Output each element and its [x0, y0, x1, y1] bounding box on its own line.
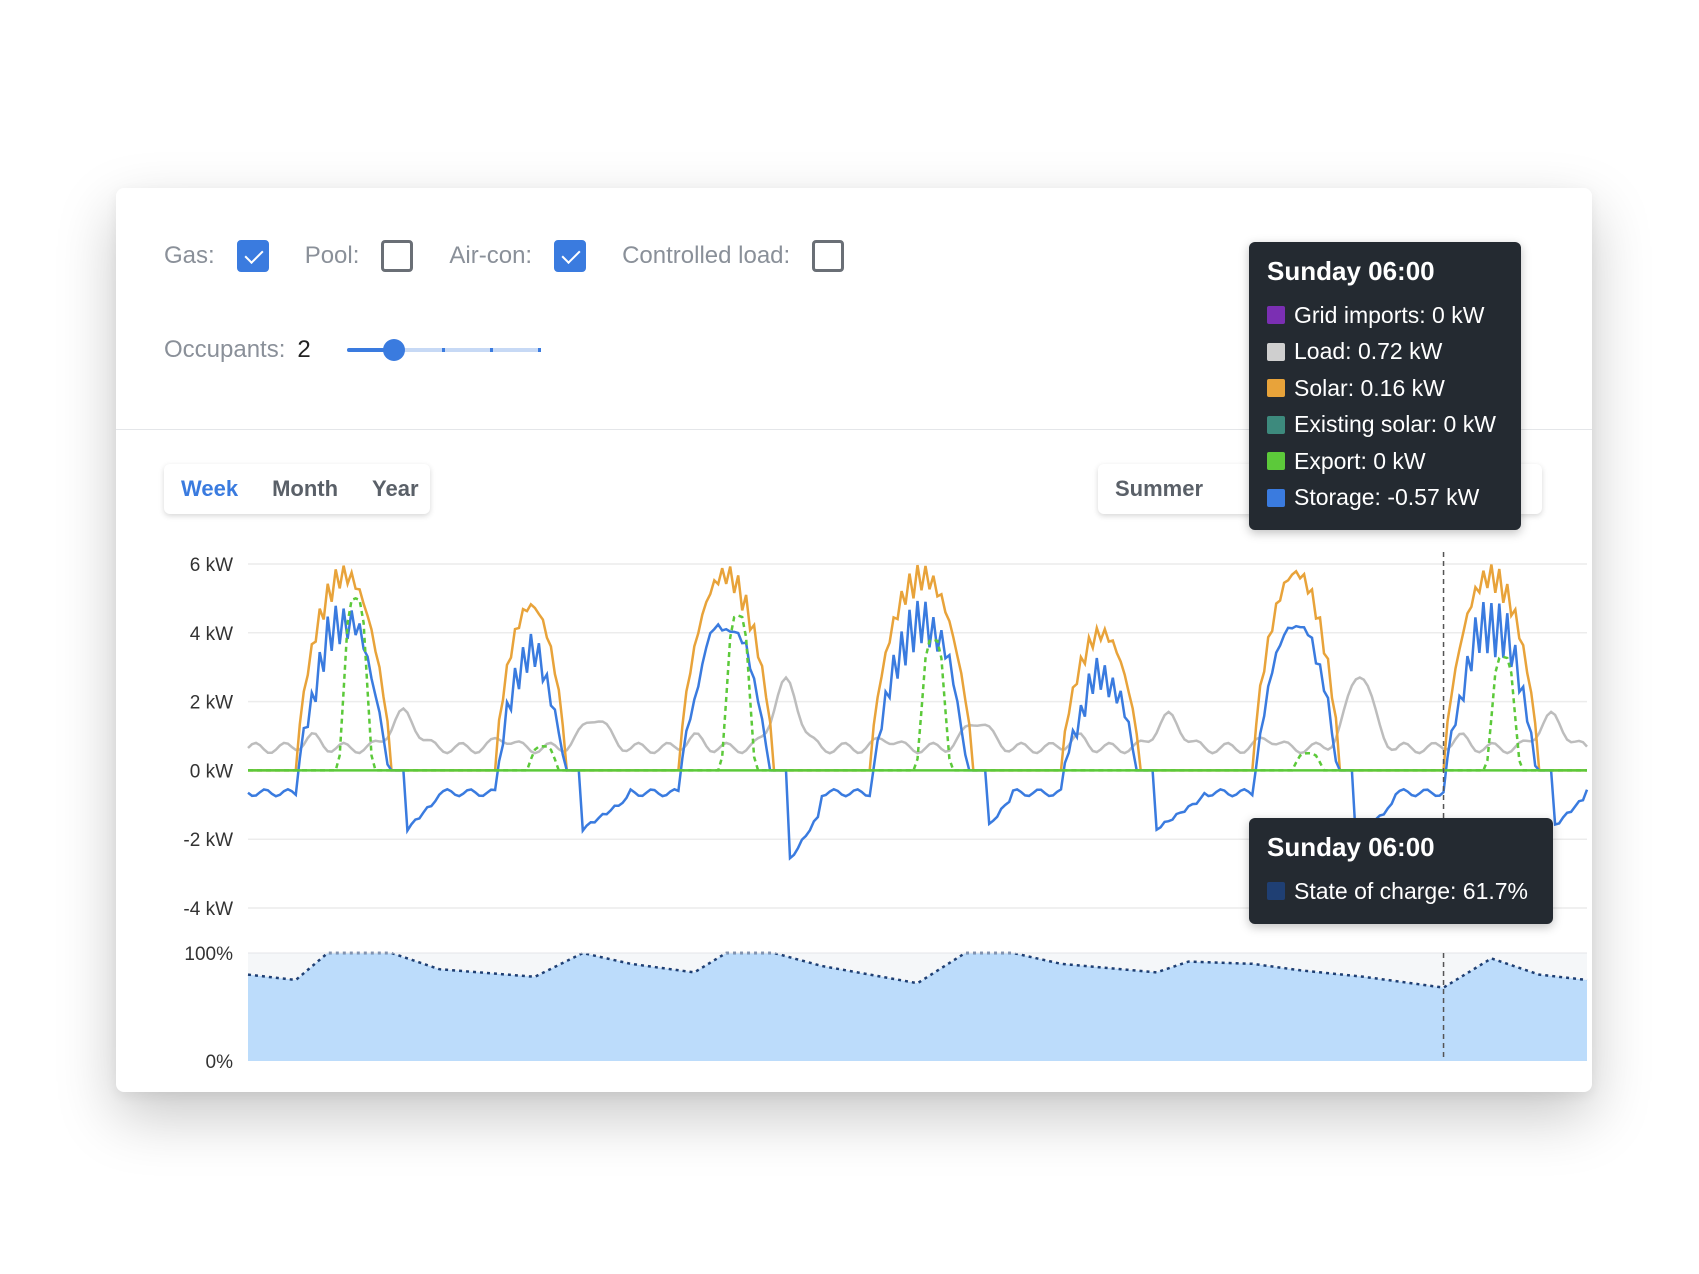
period-tabs: Week Month Year [164, 464, 430, 514]
tooltip-item: Solar: 0.16 kW [1267, 370, 1503, 407]
tooltip-item: State of charge: 61.7% [1267, 873, 1535, 910]
occupants-slider[interactable] [346, 335, 541, 365]
tooltip-item-text: Solar: 0.16 kW [1294, 374, 1445, 401]
tab-month[interactable]: Month [272, 476, 339, 501]
aircon-label: Air-con: [449, 242, 533, 269]
tooltip-item-text: Load: 0.72 kW [1294, 338, 1443, 365]
power-tooltip-items: Grid imports: 0 kW Load: 0.72 kW Solar: 0.… [1267, 297, 1503, 516]
load-series-line [247, 675, 1588, 755]
y-tick-label: 6 kW [190, 555, 233, 576]
aircon-option: Air-con: [449, 240, 587, 272]
slider-thumb[interactable] [382, 339, 405, 361]
controlled-load-label: Controlled load: [622, 242, 791, 269]
slider-tick [537, 348, 541, 352]
legend-swatch-icon [1267, 306, 1285, 325]
gas-checkbox[interactable] [236, 240, 269, 272]
legend-swatch-icon [1267, 415, 1285, 434]
soc-tick-label: 0% [206, 1052, 234, 1073]
soc-line [247, 951, 1588, 989]
legend-swatch-icon [1267, 452, 1285, 471]
soc-tooltip: Sunday 06:00 State of charge: 61.7% [1249, 818, 1553, 924]
soc-tick-label: 100% [184, 944, 233, 965]
power-tooltip-title: Sunday 06:00 [1267, 256, 1435, 286]
tab-year[interactable]: Year [372, 476, 419, 501]
occupants-control: Occupants: 2 [164, 335, 541, 365]
section-divider [116, 429, 1592, 430]
controlled-load-checkbox[interactable] [812, 240, 845, 272]
slider-tick [489, 348, 493, 352]
pool-checkbox[interactable] [381, 240, 414, 272]
tab-summer[interactable]: Summer [1115, 476, 1204, 501]
tooltip-item-text: Grid imports: 0 kW [1294, 301, 1485, 328]
slider-fill [346, 348, 395, 352]
gas-label: Gas: [164, 242, 215, 269]
y-tick-label: -2 kW [183, 830, 233, 851]
tooltip-item-text: Export: 0 kW [1294, 447, 1426, 474]
legend-swatch-icon [1267, 882, 1285, 901]
occupants-value: 2 [297, 336, 311, 363]
tooltip-item: Storage: -0.57 kW [1267, 480, 1503, 517]
tooltip-item: Export: 0 kW [1267, 443, 1503, 480]
tooltip-item-text: Storage: -0.57 kW [1294, 484, 1480, 511]
tooltip-item-text: State of charge: 61.7% [1294, 877, 1528, 904]
energy-simulator-card: Gas: Pool: Air-con: Controlled load: Occ… [116, 188, 1592, 1092]
slider-tick [441, 348, 445, 352]
tab-week[interactable]: Week [181, 476, 239, 501]
power-tooltip: Sunday 06:00 Grid imports: 0 kW Load: 0.7… [1249, 242, 1521, 530]
y-tick-label: 4 kW [190, 624, 233, 645]
tooltip-item: Existing solar: 0 kW [1267, 407, 1503, 444]
appliance-options: Gas: Pool: Air-con: Controlled load: [164, 240, 880, 272]
solar-series-line [248, 564, 1587, 772]
aircon-checkbox[interactable] [554, 240, 587, 272]
y-tick-label: -4 kW [183, 899, 233, 920]
soc-tooltip-items: State of charge: 61.7% [1267, 873, 1535, 910]
occupants-label: Occupants: [164, 336, 286, 363]
y-tick-label: 2 kW [190, 693, 233, 714]
y-tick-label: 0 kW [190, 761, 233, 782]
legend-swatch-icon [1267, 342, 1285, 361]
legend-swatch-icon [1267, 488, 1285, 507]
soc-area [248, 953, 1587, 1061]
tooltip-item: Grid imports: 0 kW [1267, 297, 1503, 334]
tooltip-item-text: Existing solar: 0 kW [1294, 411, 1496, 438]
gas-option: Gas: [164, 240, 269, 272]
pool-option: Pool: [305, 240, 414, 272]
controlled-load-option: Controlled load: [622, 240, 845, 272]
legend-swatch-icon [1267, 379, 1285, 398]
tooltip-item: Load: 0.72 kW [1267, 334, 1503, 371]
pool-label: Pool: [304, 242, 360, 269]
export-series-line [248, 597, 1587, 772]
soc-tooltip-title: Sunday 06:00 [1267, 832, 1435, 862]
